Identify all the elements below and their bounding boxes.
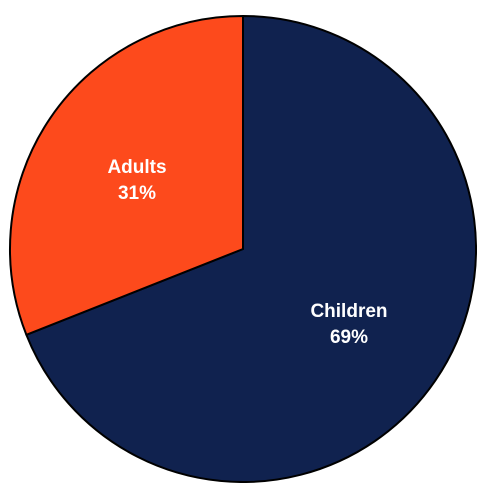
slices-layer bbox=[9, 15, 477, 483]
slice-label-children: Children bbox=[310, 301, 387, 322]
labels-layer: Children 69% Adults 31% bbox=[107, 157, 387, 348]
slice-value-adults: 31% bbox=[118, 183, 156, 204]
slice-label-adults: Adults bbox=[107, 157, 166, 178]
pie-slice-children bbox=[25, 15, 477, 483]
slice-value-children: 69% bbox=[330, 327, 368, 348]
pie-slice-adults bbox=[9, 15, 244, 336]
